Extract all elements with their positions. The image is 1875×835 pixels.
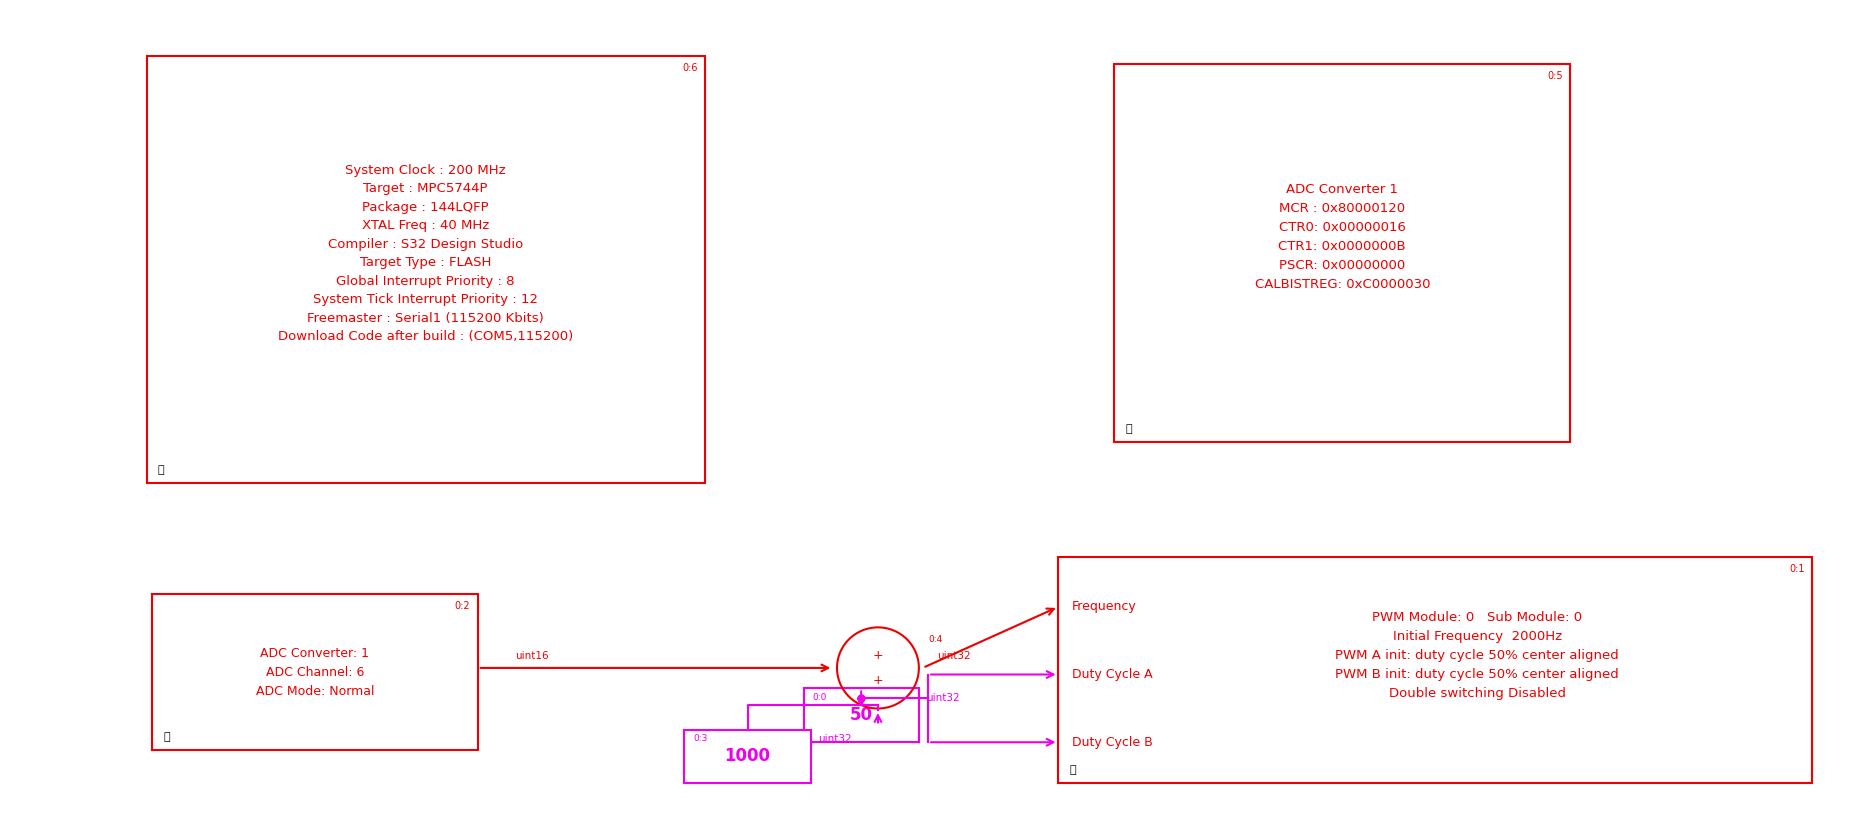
Text: ⛓: ⛓ bbox=[1125, 424, 1132, 434]
Bar bbox=[146, 56, 705, 483]
Bar bbox=[1114, 64, 1569, 443]
Text: 0:1: 0:1 bbox=[1789, 564, 1806, 574]
Text: +: + bbox=[872, 674, 883, 686]
Text: 0:0: 0:0 bbox=[812, 693, 827, 702]
Text: Frequency: Frequency bbox=[1071, 600, 1136, 613]
Text: uint32: uint32 bbox=[926, 693, 960, 703]
Bar bbox=[152, 594, 478, 750]
Text: uint32: uint32 bbox=[938, 651, 971, 661]
Text: Duty Cycle A: Duty Cycle A bbox=[1071, 668, 1151, 681]
Text: uint16: uint16 bbox=[516, 651, 549, 661]
Text: PWM Module: 0   Sub Module: 0
Initial Frequency  2000Hz
PWM A init: duty cycle 5: PWM Module: 0 Sub Module: 0 Initial Freq… bbox=[1335, 611, 1620, 700]
Text: 1000: 1000 bbox=[724, 747, 771, 765]
Text: +: + bbox=[872, 650, 883, 662]
Text: 0:2: 0:2 bbox=[456, 600, 471, 610]
Text: 0:5: 0:5 bbox=[1547, 71, 1564, 81]
Text: 50: 50 bbox=[849, 706, 872, 724]
Text: ⛓: ⛓ bbox=[158, 465, 165, 475]
Bar bbox=[804, 689, 919, 741]
Text: uint32: uint32 bbox=[818, 735, 851, 745]
Bar bbox=[684, 730, 812, 783]
Text: 0:6: 0:6 bbox=[682, 63, 698, 73]
Text: ⛓: ⛓ bbox=[163, 731, 171, 741]
Text: 0:3: 0:3 bbox=[694, 735, 709, 743]
Text: ADC Converter: 1
ADC Channel: 6
ADC Mode: Normal: ADC Converter: 1 ADC Channel: 6 ADC Mode… bbox=[255, 646, 375, 697]
Text: ⛓: ⛓ bbox=[1069, 765, 1076, 775]
Bar bbox=[1059, 557, 1813, 783]
Text: Duty Cycle B: Duty Cycle B bbox=[1071, 736, 1153, 749]
Text: System Clock : 200 MHz
Target : MPC5744P
Package : 144LQFP
XTAL Freq : 40 MHz
Co: System Clock : 200 MHz Target : MPC5744P… bbox=[278, 164, 574, 343]
Text: 0:4: 0:4 bbox=[928, 635, 943, 644]
Text: ADC Converter 1
MCR : 0x80000120
CTR0: 0x00000016
CTR1: 0x0000000B
PSCR: 0x00000: ADC Converter 1 MCR : 0x80000120 CTR0: 0… bbox=[1254, 183, 1431, 291]
